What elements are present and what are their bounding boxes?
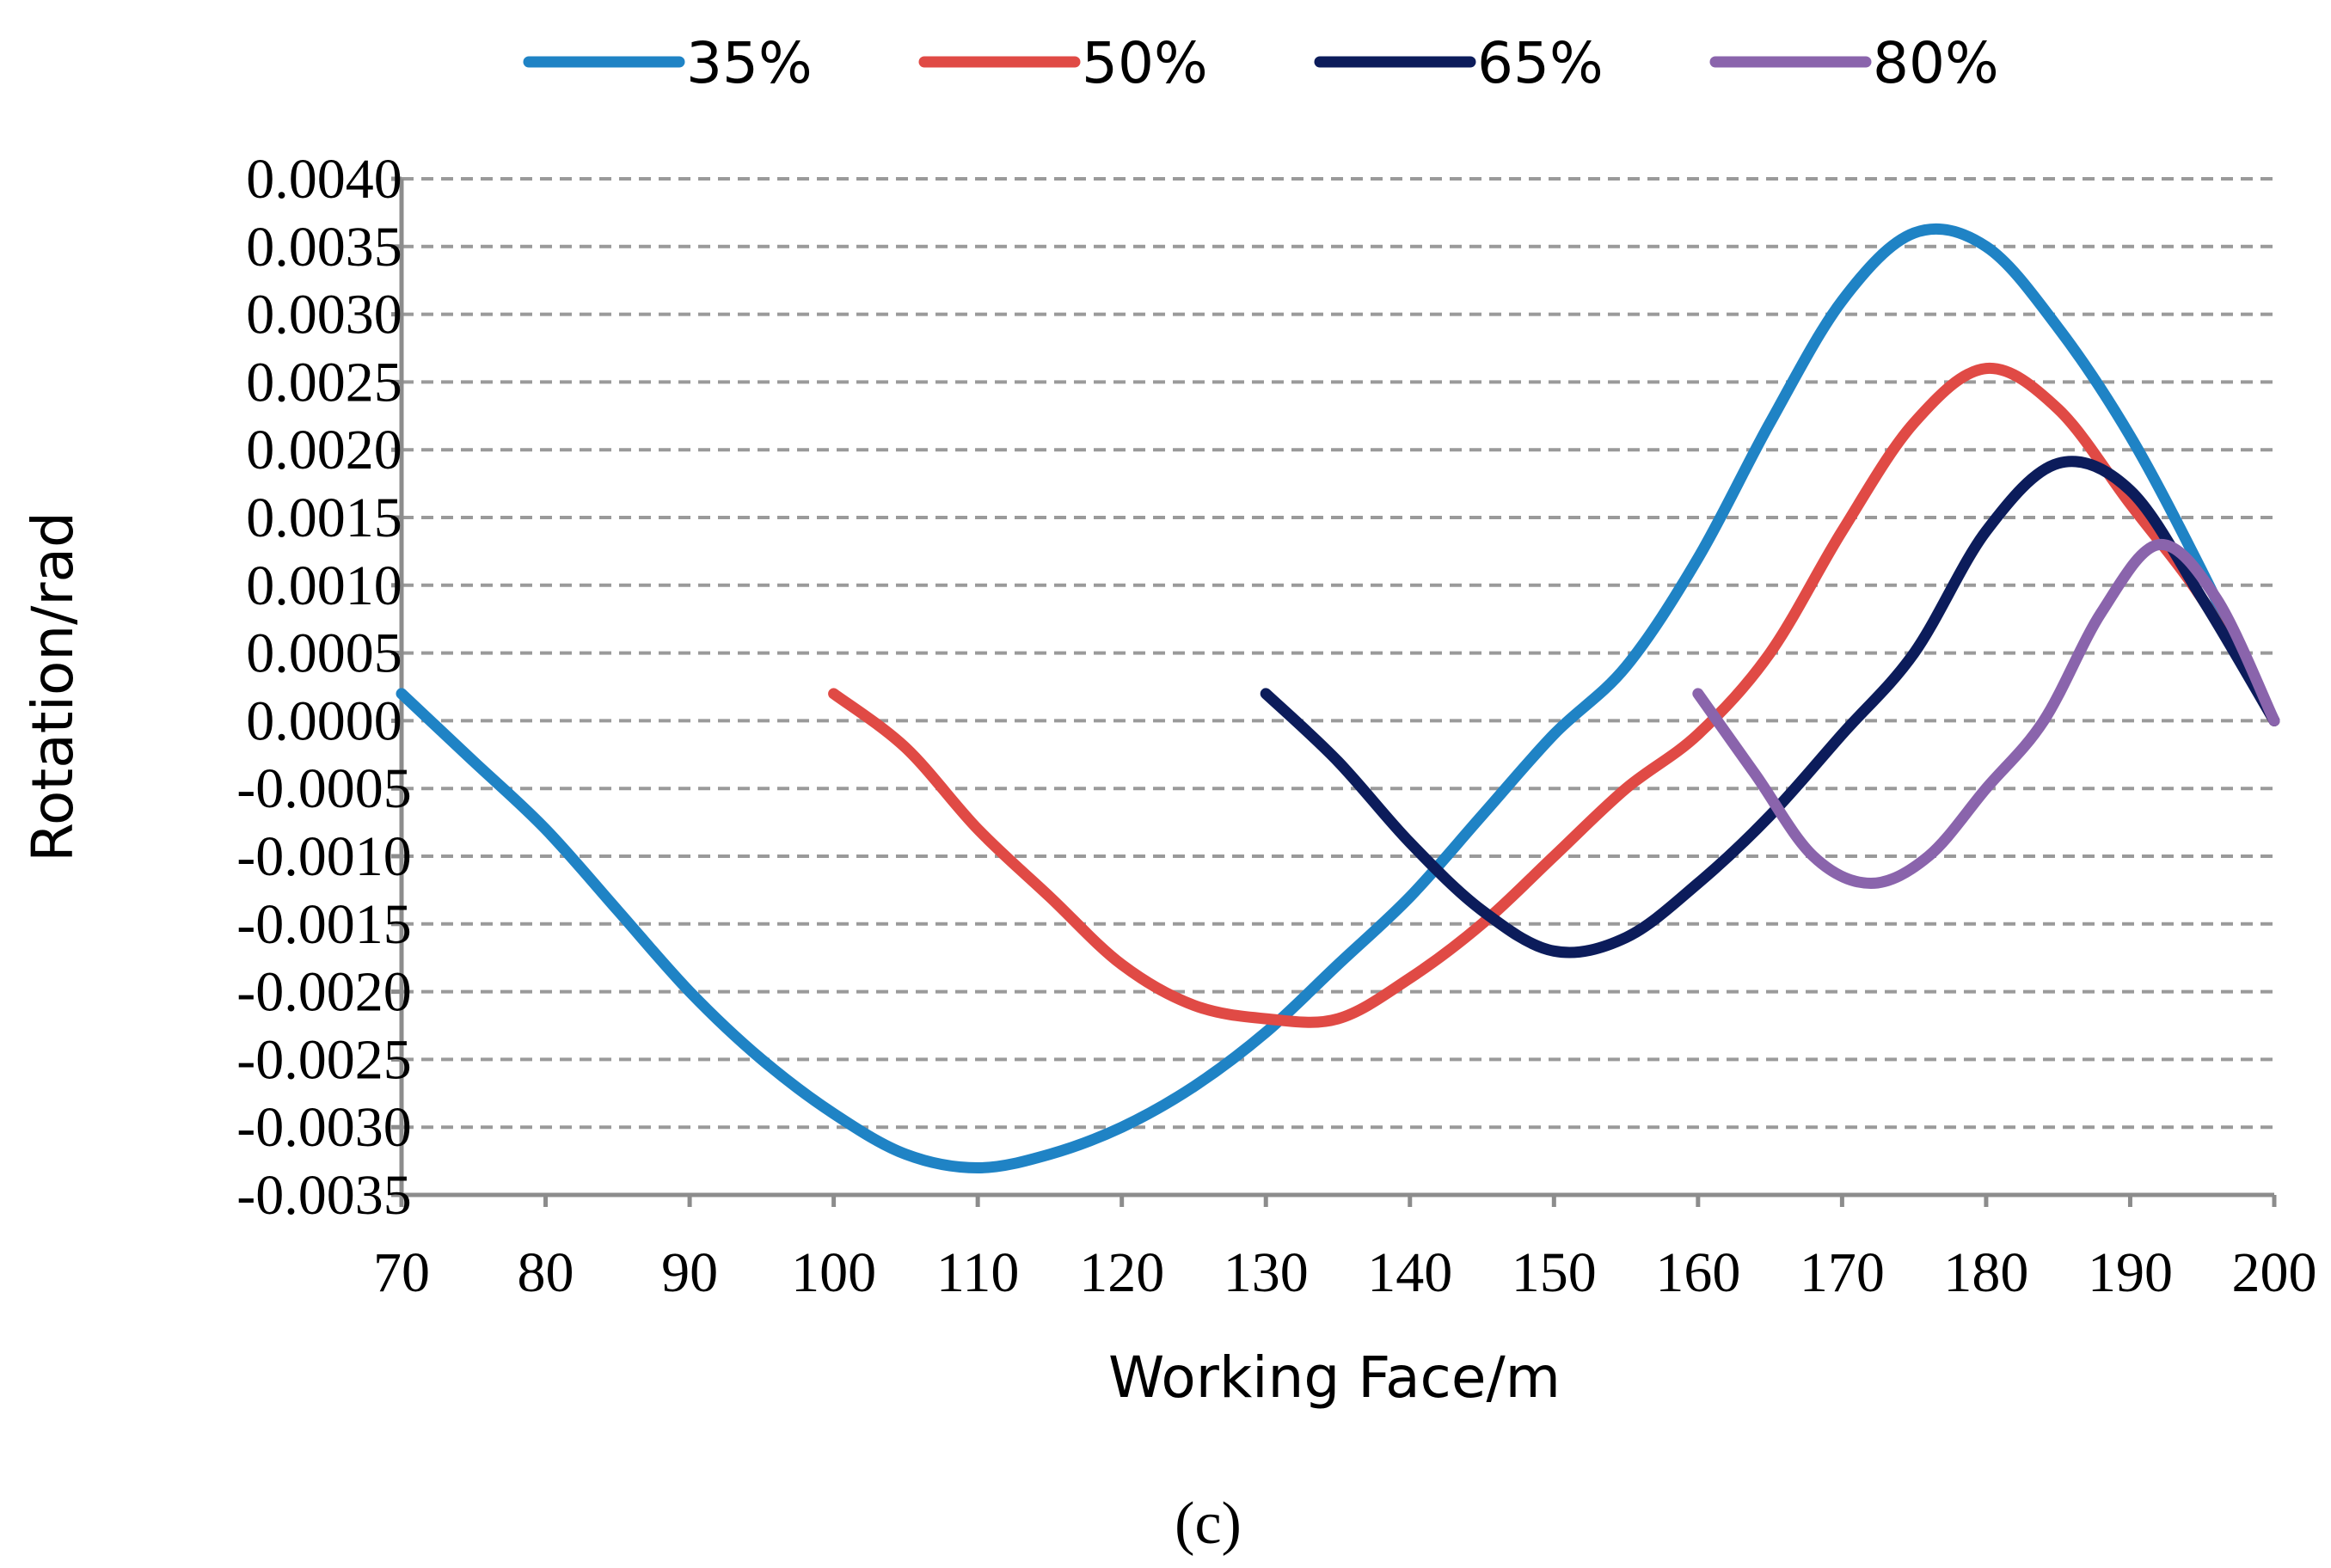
- x-axis-title: Working Face/m: [1108, 1344, 1561, 1411]
- y-tick-label: 0.0020: [246, 419, 402, 481]
- x-tick-label: 170: [1800, 1241, 1885, 1304]
- series-line-50pct: [828, 363, 2280, 1028]
- y-tick-label: -0.0010: [236, 825, 411, 888]
- y-tick-label: 0.0025: [246, 351, 402, 413]
- x-tick-label: 110: [936, 1241, 1020, 1304]
- x-tick-label: 100: [791, 1241, 876, 1304]
- y-tick-label: -0.0025: [236, 1028, 411, 1091]
- x-tick-label: 200: [2232, 1241, 2317, 1304]
- y-tick-label: -0.0030: [236, 1096, 411, 1159]
- axes: [399, 179, 2274, 1197]
- y-tick-label: -0.0005: [236, 757, 411, 820]
- y-tick-label: -0.0015: [236, 893, 411, 956]
- x-ticks: 70 80 90 100 110 120 130 140 150 160 170 180 190 200: [373, 1195, 2317, 1304]
- x-tick-label: 80: [518, 1241, 574, 1304]
- series-line-35pct: [396, 223, 2280, 1173]
- x-tick-label: 180: [1943, 1241, 2028, 1304]
- y-tick-label: 0.0010: [246, 554, 402, 617]
- y-tick-label: 0.0030: [246, 284, 402, 346]
- series-line-80pct: [1692, 538, 2280, 889]
- x-tick-label: 70: [373, 1241, 430, 1304]
- y-tick-label: 0.0005: [246, 622, 402, 685]
- y-tick-label: -0.0020: [236, 961, 411, 1024]
- y-tick-label: -0.0035: [236, 1164, 411, 1227]
- x-tick-label: 120: [1079, 1241, 1164, 1304]
- x-tick-label: 160: [1655, 1241, 1740, 1304]
- legend-label: 50%: [1082, 30, 1208, 96]
- y-tick-label: 0.0000: [246, 689, 402, 752]
- y-axis-title: Rotation/rad: [20, 511, 86, 862]
- series-lines: [396, 223, 2280, 1173]
- y-tick-label: 0.0015: [246, 487, 402, 549]
- y-ticks: 0.00400.00350.00300.00250.00200.00150.00…: [236, 148, 411, 1227]
- x-tick-label: 140: [1367, 1241, 1452, 1304]
- legend-label: 80%: [1873, 30, 1999, 96]
- legend-label: 35%: [686, 30, 813, 96]
- x-tick-label: 150: [1512, 1241, 1597, 1304]
- legend: 35% 50% 65% 80%: [523, 30, 1999, 96]
- x-tick-label: 130: [1224, 1241, 1309, 1304]
- x-tick-label: 190: [2088, 1241, 2173, 1304]
- grid: [402, 177, 2274, 1130]
- legend-label: 65%: [1477, 30, 1604, 96]
- figure-caption: (c): [1175, 1491, 1242, 1557]
- x-tick-label: 90: [661, 1241, 718, 1304]
- y-tick-label: 0.0040: [246, 148, 402, 211]
- y-tick-label: 0.0035: [246, 216, 402, 279]
- series-line-65pct: [1260, 456, 2280, 959]
